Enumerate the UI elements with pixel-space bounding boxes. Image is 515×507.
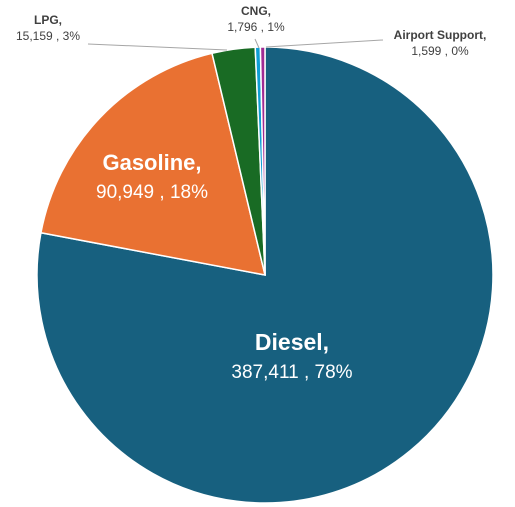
data-label-name-lpg: LPG, — [34, 13, 62, 27]
data-label-gasoline: Gasoline, 90,949 , 18% — [96, 150, 208, 203]
data-label-lpg: LPG, 15,159 , 3% — [16, 13, 80, 43]
data-label-value-lpg: 15,159 , 3% — [16, 29, 80, 43]
data-label-name-diesel: Diesel, — [255, 329, 329, 355]
data-label-value-cng: 1,796 , 1% — [227, 20, 285, 34]
data-label-name-airport-support: Airport Support, — [394, 28, 487, 42]
leader-lines — [87, 38, 384, 51]
data-label-airport-support: Airport Support, 1,599 , 0% — [394, 28, 487, 58]
pie-slice-gasoline — [40, 52, 266, 276]
data-label-value-airport-support: 1,599 , 0% — [411, 44, 469, 58]
leader-line-airport-support — [265, 39, 384, 48]
data-label-name-gasoline: Gasoline, — [102, 150, 201, 175]
pie-slices — [36, 46, 494, 504]
data-label-diesel: Diesel, 387,411 , 78% — [231, 329, 352, 383]
data-label-value-gasoline: 90,949 , 18% — [96, 182, 208, 203]
leader-line-cng — [254, 38, 260, 49]
leader-line-lpg — [87, 43, 228, 51]
data-label-value-diesel: 387,411 , 78% — [231, 362, 352, 383]
pie-slice-airport-support — [259, 46, 266, 276]
data-label-cng: CNG, 1,796 , 1% — [227, 4, 285, 34]
data-labels: Diesel, 387,411 , 78% Gasoline, 90,949 , 18… — [16, 4, 486, 383]
data-label-name-cng: CNG, — [241, 4, 271, 18]
